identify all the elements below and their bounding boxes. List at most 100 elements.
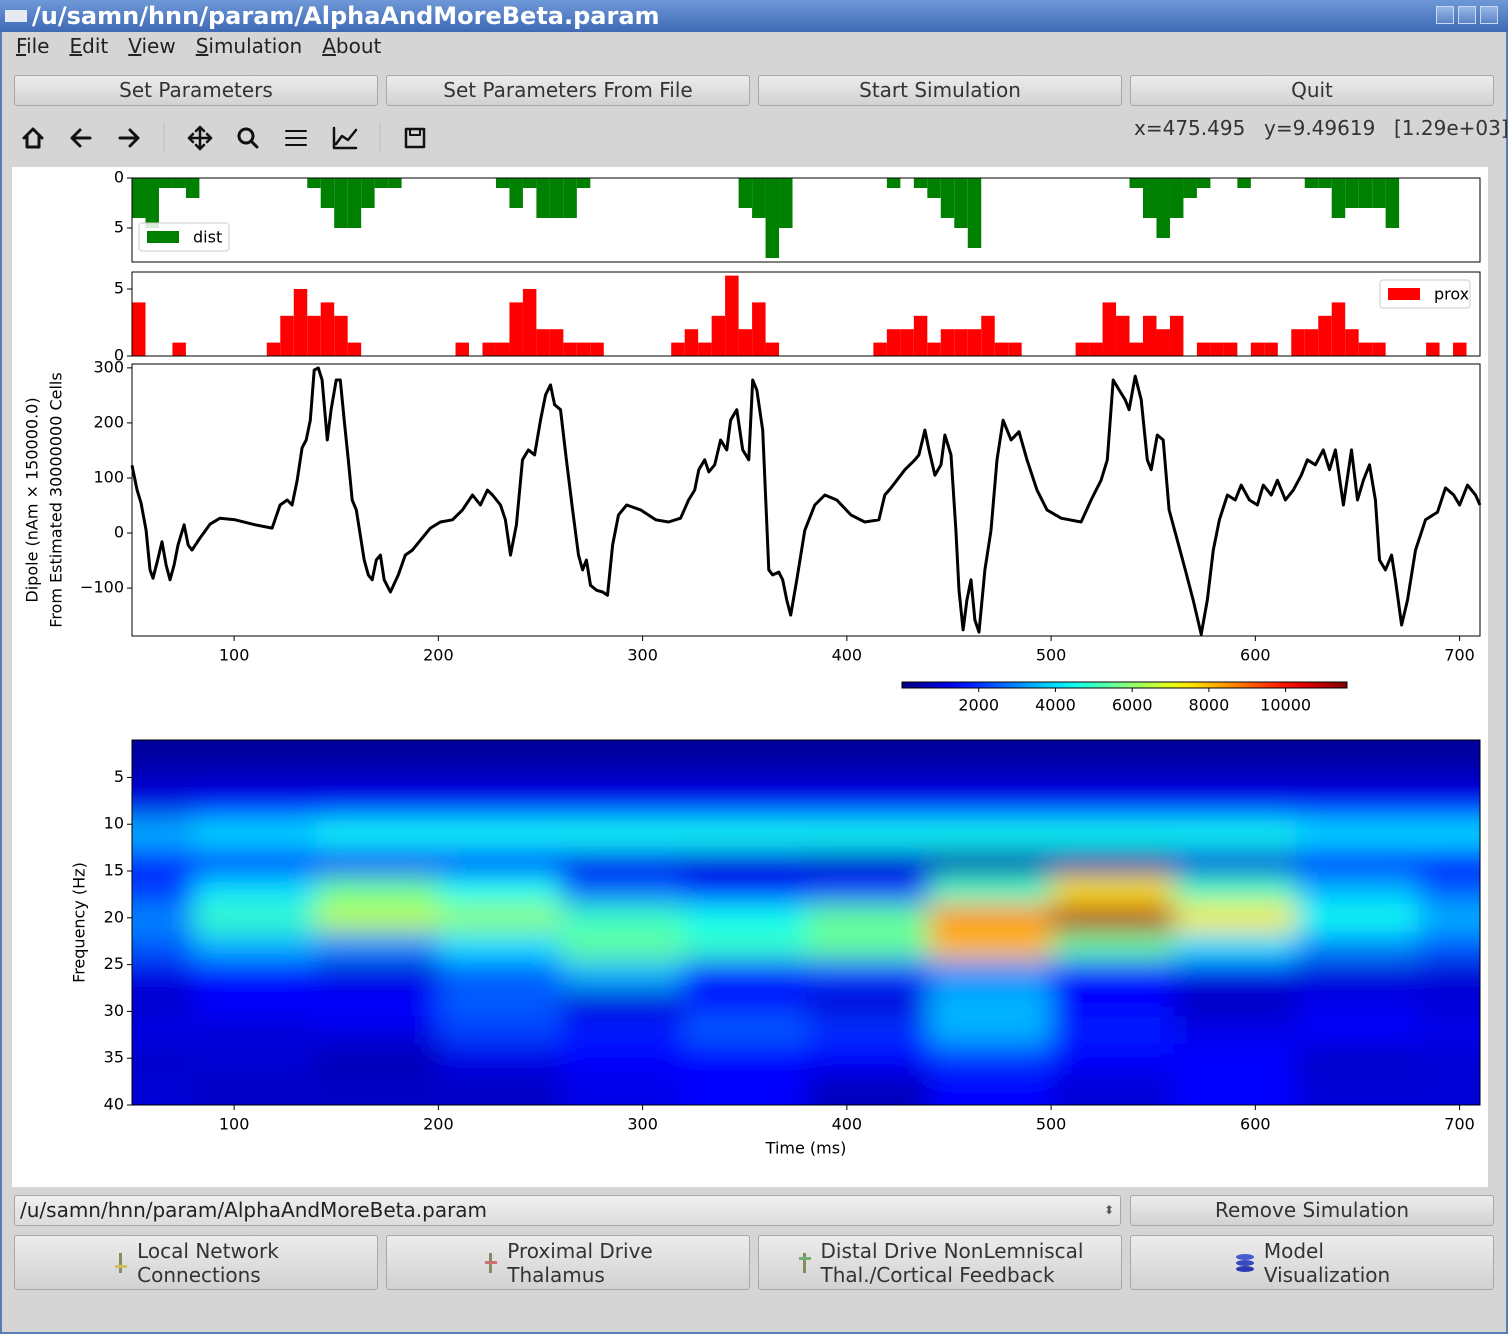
- menu-item[interactable]: View: [128, 34, 176, 58]
- heatmap-cell: [560, 819, 684, 849]
- heatmap-cell: [928, 1016, 1052, 1045]
- heatmap-cell: [1051, 740, 1175, 764]
- heatmap-cell: [928, 875, 1052, 905]
- heatmap-cell: [560, 903, 684, 933]
- pan-icon[interactable]: [187, 125, 213, 151]
- heatmap-cell: [1051, 1044, 1175, 1073]
- button[interactable]: Local Network Connections: [14, 1235, 378, 1290]
- histogram-bar: [1385, 178, 1400, 228]
- histogram-bar: [1331, 178, 1346, 218]
- heatmap-cell: [132, 740, 194, 764]
- forward-icon[interactable]: [118, 128, 140, 148]
- button-label: Thalamus: [507, 1262, 605, 1287]
- icon: [485, 1252, 498, 1273]
- close-button[interactable]: [1480, 6, 1498, 24]
- heatmap-cell: [683, 903, 807, 933]
- heatmap-cell: [193, 959, 317, 989]
- histogram-bar: [900, 329, 914, 356]
- histogram-bar: [320, 178, 335, 208]
- histogram-bar: [132, 178, 146, 218]
- minimize-button[interactable]: [1436, 6, 1454, 24]
- heatmap-cell: [193, 819, 317, 849]
- heatmap-cell: [928, 847, 1052, 877]
- window-title: /u/samn/hnn/param/AlphaAndMoreBeta.param: [32, 2, 660, 30]
- histogram-bar: [954, 329, 968, 356]
- heatmap-cell: [1051, 875, 1175, 905]
- heatmap-cell: [132, 931, 194, 961]
- axes-frame: [131, 363, 1481, 637]
- heatmap-cell: [1173, 1016, 1297, 1045]
- save-icon[interactable]: [404, 127, 426, 149]
- heatmap-cell: [1051, 1016, 1175, 1045]
- home-icon[interactable]: [22, 127, 44, 149]
- heatmap-cell: [1173, 903, 1297, 933]
- axes-frame: [131, 271, 1481, 357]
- histogram-bar: [509, 302, 523, 356]
- histogram-bar: [779, 178, 793, 228]
- button[interactable]: Remove Simulation: [1130, 1195, 1494, 1226]
- heatmap-cell: [193, 903, 317, 933]
- heatmap-cell: [315, 763, 439, 792]
- button[interactable]: Set Parameters: [14, 75, 378, 106]
- histogram-bar: [725, 275, 739, 356]
- menu-item[interactable]: Edit: [69, 34, 109, 58]
- histogram-bar: [994, 342, 1009, 356]
- histogram-bar: [1345, 329, 1359, 356]
- zoom-icon[interactable]: [237, 127, 259, 149]
- edit-icon[interactable]: [332, 126, 358, 150]
- menu-item[interactable]: File: [16, 34, 50, 58]
- heatmap-cell: [438, 903, 562, 933]
- heatmap-cell: [683, 1044, 807, 1073]
- x-tick-label: 700: [1444, 646, 1475, 665]
- heatmap-cell: [683, 1016, 807, 1045]
- button[interactable]: Set Parameters From File: [386, 75, 750, 106]
- heatmap-cell: [683, 819, 807, 849]
- x-tick-label: 300: [627, 1115, 658, 1134]
- heatmap-cell: [1051, 988, 1175, 1017]
- y-tick-label: 0: [114, 168, 124, 187]
- heatmap-cell: [1296, 875, 1420, 905]
- histogram-bar: [158, 178, 173, 188]
- histogram-bar: [1318, 178, 1332, 188]
- histogram-bar: [266, 342, 281, 356]
- heatmap-cell: [193, 1016, 317, 1045]
- y-axis-label: Frequency (Hz): [70, 862, 89, 983]
- button[interactable]: Proximal Drive Thalamus: [386, 1235, 750, 1290]
- heatmap-cell: [438, 791, 562, 821]
- colorbar-tick-label: 10000: [1260, 696, 1311, 715]
- button[interactable]: Model Visualization: [1130, 1235, 1494, 1290]
- histogram-bar: [671, 342, 685, 356]
- button[interactable]: Start Simulation: [758, 75, 1122, 106]
- legend-swatch: [1388, 288, 1420, 300]
- button-label: Distal Drive NonLemniscal: [820, 1238, 1084, 1263]
- back-icon[interactable]: [70, 128, 92, 148]
- maximize-button[interactable]: [1458, 6, 1476, 24]
- heatmap-cell: [806, 875, 930, 905]
- button-label: Visualization: [1263, 1262, 1391, 1287]
- legend-box: [138, 222, 230, 252]
- histogram-bar: [1345, 178, 1359, 208]
- heatmap-cell: [1296, 903, 1420, 933]
- menu-item[interactable]: Simulation: [195, 34, 303, 58]
- heatmap-cell: [806, 931, 930, 961]
- histogram-bar: [307, 315, 321, 356]
- menu-item[interactable]: About: [322, 34, 382, 58]
- app-icon: [5, 10, 27, 22]
- figure-canvas: dist 0 5 prox 0 5 −100 0 100 200 300 100 200 300 400 50…: [12, 167, 1488, 1187]
- heatmap-cell: [928, 763, 1052, 792]
- axes-frame: [131, 739, 1481, 1106]
- heatmap-cell: [806, 763, 930, 792]
- heatmap-cell: [928, 1044, 1052, 1073]
- x-tick-label: 600: [1240, 646, 1271, 665]
- heatmap-cell: [1296, 959, 1420, 989]
- configure-icon[interactable]: [285, 130, 307, 146]
- button[interactable]: Quit: [1130, 75, 1494, 106]
- heatmap-cell: [1051, 791, 1175, 821]
- histogram-bar: [1358, 178, 1373, 208]
- y-tick-label: 5: [114, 218, 124, 237]
- cursor-y: y=9.49619: [1264, 116, 1376, 140]
- simulation-select[interactable]: /u/samn/hnn/param/AlphaAndMoreBeta.param…: [14, 1195, 1121, 1226]
- histogram-bar: [967, 178, 982, 248]
- button[interactable]: Distal Drive NonLemniscal Thal./Cortical …: [758, 1235, 1122, 1290]
